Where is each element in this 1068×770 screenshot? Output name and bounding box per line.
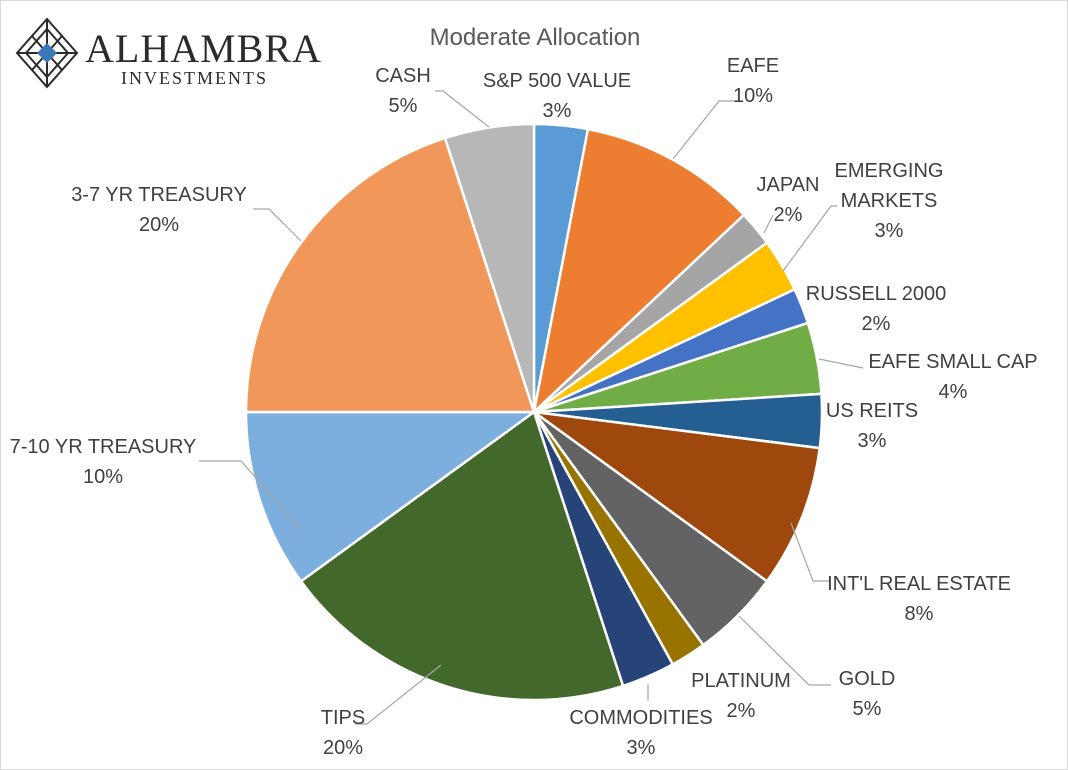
- data-label-name: PLATINUM: [691, 670, 791, 692]
- data-label: RUSSELL 2000 2%: [806, 283, 946, 335]
- data-label-percent: 4%: [939, 381, 968, 403]
- data-label-percent: 2%: [774, 204, 803, 226]
- leader-line: [790, 522, 829, 582]
- data-label-percent: 3%: [543, 100, 572, 122]
- leader-line: [355, 664, 442, 725]
- leader-line: [763, 214, 774, 234]
- data-label: 3-7 YR TREASURY 20%: [71, 184, 247, 236]
- data-label: S&P 500 VALUE 3%: [483, 70, 631, 122]
- data-label-name: RUSSELL 2000: [806, 283, 946, 305]
- data-label-percent: 8%: [905, 603, 934, 625]
- alhambra-lattice-diamond-icon: [15, 17, 79, 89]
- data-label-name: INT'L REAL ESTATE: [827, 573, 1011, 595]
- leader-line: [782, 205, 837, 272]
- data-label: 7-10 YR TREASURY 10%: [10, 436, 197, 488]
- data-label-name: CASH: [375, 65, 431, 87]
- data-label-name: TIPS: [321, 707, 365, 729]
- pie-slice-cash: [443, 122, 536, 414]
- data-label-name: JAPAN: [757, 174, 820, 196]
- data-label-percent: 2%: [862, 313, 891, 335]
- leader-line: [672, 100, 741, 160]
- logo-subtitle: INVESTMENTS: [121, 68, 268, 88]
- data-label-percent: 5%: [389, 95, 418, 117]
- data-label-name: EMERGING: [835, 160, 944, 182]
- logo: ALHAMBRA INVESTMENTS: [13, 15, 321, 93]
- data-label-percent: 10%: [83, 466, 123, 488]
- data-label-name: MARKETS: [841, 190, 938, 212]
- pie-slice-eafe: [532, 127, 746, 414]
- data-label-percent: 10%: [733, 85, 773, 107]
- logo-wordmark: ALHAMBRA: [85, 26, 322, 71]
- data-label: JAPAN 2%: [757, 174, 820, 226]
- data-label: TIPS 20%: [321, 707, 365, 759]
- leader-line: [818, 358, 864, 369]
- data-label: EMERGING MARKETS 3%: [835, 160, 944, 242]
- leader-line: [435, 90, 490, 128]
- data-label-percent: 20%: [139, 214, 179, 236]
- leader-line: [738, 615, 831, 686]
- data-label-name: 3-7 YR TREASURY: [71, 184, 247, 206]
- pie-slice-tips: [299, 410, 625, 702]
- data-label: US REITS 3%: [826, 400, 918, 452]
- chart-title: Moderate Allocation: [430, 24, 641, 51]
- data-label-percent: 3%: [627, 737, 656, 759]
- data-label-name: 7-10 YR TREASURY: [10, 436, 197, 458]
- data-label-percent: 2%: [727, 700, 756, 722]
- data-label: COMMODITIES 3%: [569, 707, 712, 759]
- pie-slice-int-l-real-estate: [532, 410, 821, 583]
- leader-line: [199, 460, 302, 530]
- data-label: PLATINUM 2%: [691, 670, 791, 722]
- leader-lines: [199, 90, 864, 725]
- data-label-name: GOLD: [839, 668, 896, 690]
- data-label-percent: 3%: [875, 220, 904, 242]
- pie-slice-7-10-yr-treasury: [244, 410, 536, 583]
- pie-slices: [244, 122, 824, 702]
- data-label-name: EAFE: [727, 55, 779, 77]
- data-label-name: COMMODITIES: [569, 707, 712, 729]
- data-label: EAFE 10%: [727, 55, 779, 107]
- leader-line: [253, 208, 302, 242]
- data-label-name: US REITS: [826, 400, 918, 422]
- pie-slice-3-7-yr-treasury: [244, 136, 536, 414]
- data-label-percent: 5%: [853, 698, 882, 720]
- data-label: GOLD 5%: [839, 668, 896, 720]
- data-label-name: EAFE SMALL CAP: [868, 351, 1037, 373]
- data-label-name: S&P 500 VALUE: [483, 70, 631, 92]
- data-labels: S&P 500 VALUE 3% EAFE 10% JAPAN 2% EMERGING MAR…: [10, 55, 1038, 759]
- data-label: EAFE SMALL CAP 4%: [868, 351, 1037, 403]
- data-label: INT'L REAL ESTATE 8%: [827, 573, 1011, 625]
- data-label: CASH 5%: [375, 65, 431, 117]
- data-label-percent: 3%: [858, 430, 887, 452]
- data-label-percent: 20%: [323, 737, 363, 759]
